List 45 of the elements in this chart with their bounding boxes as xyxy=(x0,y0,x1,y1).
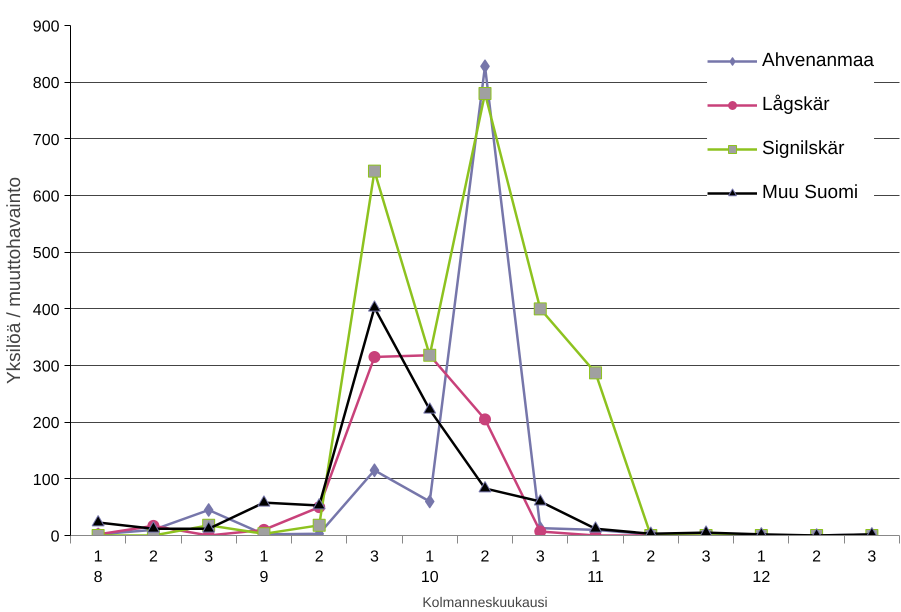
point xyxy=(478,87,492,100)
x-tick-label: 1 10 xyxy=(420,548,439,586)
y-tick-label: 600 xyxy=(32,188,60,206)
x-tick-label: 3 xyxy=(370,548,380,566)
x-tick-label: 2 xyxy=(314,548,324,566)
y-tick-label: 400 xyxy=(32,302,60,319)
y-tick-label: 700 xyxy=(32,132,60,149)
point xyxy=(423,402,436,414)
x-tick-label: 2 xyxy=(646,548,656,566)
legend-label: Lågskär xyxy=(762,94,830,116)
y-tick-label: 300 xyxy=(32,358,60,376)
point xyxy=(368,300,381,312)
x-tick-label: 2 xyxy=(148,548,158,566)
x-tick-label: 3 xyxy=(867,548,876,566)
x-tick-label: 2 xyxy=(812,548,822,566)
x-axis-title: Kolmanneskuukausi xyxy=(422,594,548,610)
legend-label: Muu Suomi xyxy=(762,182,858,204)
y-tick-label: 200 xyxy=(32,415,60,432)
y-tick-label: 0 xyxy=(50,528,60,546)
x-tick-label: 3 xyxy=(536,548,545,566)
point xyxy=(257,495,270,507)
point xyxy=(478,481,492,492)
point xyxy=(534,302,547,316)
x-tick-label: 2 xyxy=(480,548,490,566)
x-tick-label: 1 12 xyxy=(752,548,770,586)
point xyxy=(589,521,602,533)
point xyxy=(312,498,326,510)
x-tick-label: 3 xyxy=(204,548,214,566)
legend-label: Signilskär xyxy=(762,138,844,160)
point xyxy=(368,164,381,178)
y-axis-title: Yksilöä / muuttohavainto xyxy=(4,176,25,384)
legend-label: Ahvenanmaa xyxy=(762,50,874,72)
point xyxy=(92,515,105,526)
y-tick-label: 500 xyxy=(32,245,60,262)
point xyxy=(589,366,602,380)
x-tick-label: 1 9 xyxy=(259,548,268,586)
y-tick-label: 100 xyxy=(32,472,60,489)
x-tick-label: 3 xyxy=(702,548,711,566)
x-tick-label: 1 8 xyxy=(94,548,103,586)
point xyxy=(368,351,380,363)
y-tick-label: 900 xyxy=(32,18,60,36)
x-tick-label: 1 11 xyxy=(587,548,604,586)
point xyxy=(534,494,547,506)
y-tick-label: 800 xyxy=(32,75,60,92)
point xyxy=(202,521,216,533)
